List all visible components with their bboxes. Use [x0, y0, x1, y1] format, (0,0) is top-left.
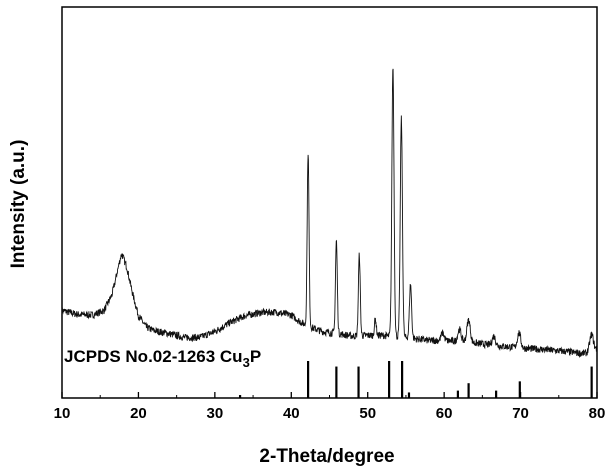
x-axis-ticks	[62, 392, 597, 398]
x-tick-label: 40	[283, 405, 300, 422]
x-tick-label: 70	[512, 405, 529, 422]
x-tick-label: 50	[359, 405, 376, 422]
x-tick-label: 80	[589, 405, 606, 422]
x-tick-label: 10	[54, 405, 71, 422]
xrd-pattern-line	[62, 69, 597, 357]
reference-label-suffix: P	[250, 347, 261, 366]
reference-label-main: JCPDS No.02-1263 Cu	[64, 347, 243, 366]
plot-frame	[62, 7, 597, 398]
x-tick-label: 60	[436, 405, 453, 422]
x-axis-tick-labels: 10 20 30 40 50 60 70 80	[54, 405, 606, 422]
x-tick-label: 30	[207, 405, 224, 422]
y-axis-title: Intensity (a.u.)	[8, 140, 29, 269]
x-axis-title: 2-Theta/degree	[259, 446, 394, 467]
x-tick-label: 20	[130, 405, 147, 422]
reference-label: JCPDS No.02-1263 Cu3P	[64, 347, 261, 370]
reference-label-subscript: 3	[243, 355, 250, 370]
reference-lines	[240, 361, 592, 398]
